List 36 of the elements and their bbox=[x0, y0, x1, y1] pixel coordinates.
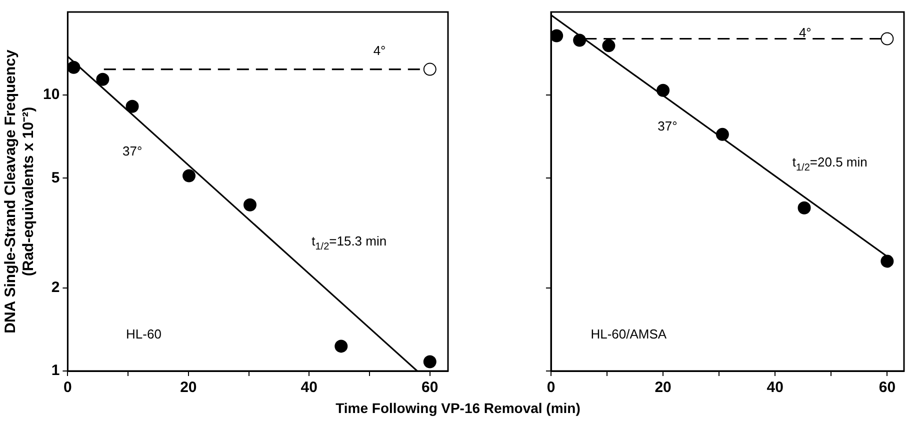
point bbox=[182, 169, 196, 182]
x-tick-label: 20 bbox=[654, 379, 672, 396]
point bbox=[126, 100, 139, 113]
x-tick-label: 40 bbox=[766, 379, 784, 396]
point bbox=[334, 340, 348, 353]
point bbox=[602, 39, 616, 52]
point bbox=[656, 84, 670, 97]
point bbox=[96, 72, 110, 86]
point bbox=[716, 128, 729, 141]
point bbox=[243, 198, 256, 212]
y-tick-label: 1 bbox=[51, 362, 60, 380]
point bbox=[423, 355, 436, 368]
x-tick-label: 0 bbox=[546, 379, 556, 396]
x-tick-label: 0 bbox=[64, 379, 72, 396]
annotation: HL-60 bbox=[126, 326, 162, 342]
point bbox=[68, 60, 80, 74]
point bbox=[423, 62, 436, 76]
point bbox=[551, 29, 564, 42]
x-tick-label: 60 bbox=[878, 379, 896, 396]
x-tick-label: 40 bbox=[300, 379, 318, 396]
point bbox=[798, 201, 811, 214]
y-tick-label: 10 bbox=[42, 86, 60, 104]
y-tick-label: 2 bbox=[51, 279, 60, 296]
annotation: HL-60/AMSA bbox=[590, 326, 667, 342]
annotation: 37° bbox=[658, 118, 678, 134]
y-tick-label: 5 bbox=[51, 169, 60, 186]
point bbox=[880, 254, 894, 268]
annotation: 37° bbox=[122, 144, 142, 159]
x-tick-label: 20 bbox=[180, 379, 197, 396]
annotation: 4° bbox=[798, 25, 812, 40]
annotation: 4° bbox=[373, 43, 386, 58]
point bbox=[573, 34, 586, 47]
point bbox=[880, 32, 894, 46]
x-axis-title: Time Following VP-16 Removal (min) bbox=[334, 400, 582, 416]
x-tick-label: 60 bbox=[422, 379, 438, 396]
y-axis-title: DNA Single-Strand Cleavage Frequency (Rad-equivalents x 10⁻²) bbox=[2, 49, 38, 334]
